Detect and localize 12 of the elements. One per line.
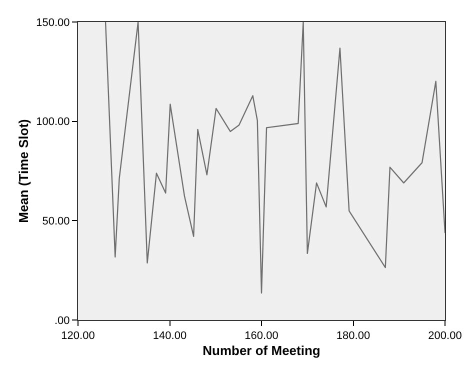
y-tick-label: 100.00 — [36, 116, 70, 128]
y-tick-label: .00 — [54, 314, 70, 327]
x-tick-label: 120.00 — [61, 330, 95, 342]
x-tick-label: 180.00 — [336, 330, 370, 342]
x-tick-label: 140.00 — [152, 330, 187, 342]
x-axis-title: Number of Meeting — [202, 342, 320, 358]
x-tick-label: 160.00 — [244, 330, 278, 342]
x-tick-label: 200.00 — [428, 330, 462, 342]
y-axis-title: Mean (Time Slot) — [16, 119, 32, 223]
y-tick-label: 50.00 — [42, 216, 70, 228]
line-series — [104, 22, 445, 294]
y-tick-label: 150.00 — [36, 16, 70, 29]
